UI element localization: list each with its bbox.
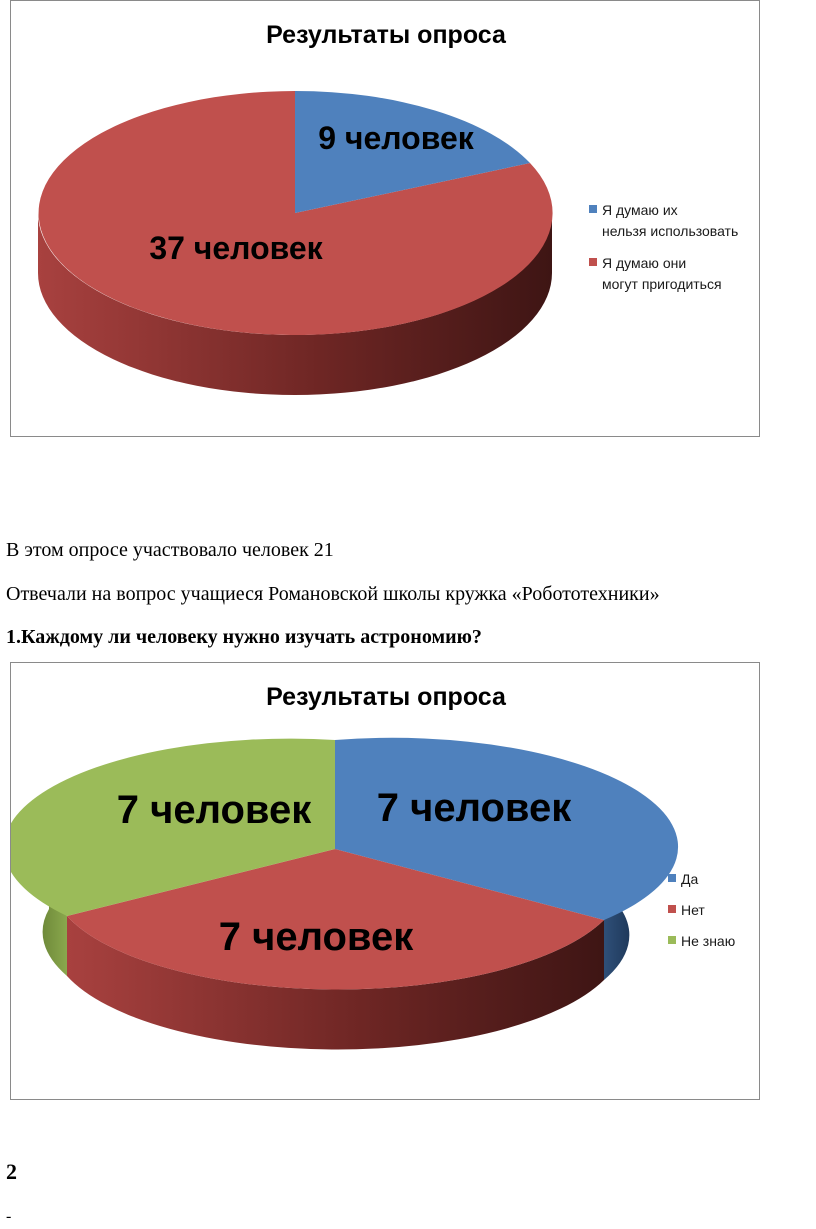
legend-swatch-red: [668, 905, 676, 913]
chart-2-data-label: 7 человек: [377, 786, 572, 830]
legend-swatch-blue: [668, 874, 676, 882]
legend-line: могут пригодиться: [602, 276, 722, 292]
legend-line: нельзя использовать: [602, 223, 738, 239]
chart-2-slice-top-blue: [335, 737, 679, 920]
chart-2-legend-label: Нет: [681, 902, 705, 918]
chart-1-data-label: 9 человек: [318, 120, 475, 156]
participants-text: В этом опросе участвовало человек 21: [6, 539, 334, 561]
legend-line: Я думаю они: [602, 255, 686, 271]
chart-2-slice-side-red: [67, 916, 604, 1050]
chart-1-legend-label: Я думаю их нельзя использовать: [602, 202, 738, 239]
chart-2-legend-label: Да: [681, 871, 698, 887]
page-number: 2: [6, 1159, 17, 1184]
pie-chart-2-svg: Результаты опроса 7 человек 7 человек 7 …: [11, 683, 735, 1050]
legend-line: Я думаю их: [602, 202, 678, 218]
chart-1-title: Результаты опроса: [266, 21, 507, 49]
legend-swatch-red: [589, 258, 597, 266]
chart-1-slice-side-red: [38, 213, 552, 395]
question-heading: 1.Каждому ли человеку нужно изучать астр…: [6, 626, 482, 648]
pie-chart-2: Результаты опроса 7 человек 7 человек 7 …: [10, 662, 760, 1100]
chart-1-slice-top-blue: [295, 90, 530, 213]
chart-2-slice-top-green: [11, 738, 335, 916]
pie-chart-1-svg: Результаты опроса 9 человек 37 человек Я…: [38, 21, 738, 395]
chart-2-slice-top-red: [67, 849, 604, 990]
chart-2-data-label: 7 человек: [117, 788, 312, 832]
legend-swatch-green: [668, 936, 676, 944]
chart-1-slice-top-red: [38, 91, 553, 335]
chart-2-legend-label: Не знаю: [681, 933, 735, 949]
respondents-text: Отвечали на вопрос учащиеся Романовской …: [6, 583, 660, 605]
chart-2-title: Результаты опроса: [266, 683, 507, 711]
trailing-mark: -: [6, 1208, 12, 1225]
chart-1-legend-label: Я думаю они могут пригодиться: [602, 255, 722, 292]
chart-1-data-label: 37 человек: [149, 230, 323, 266]
legend-swatch-blue: [589, 205, 597, 213]
pie-chart-1: Результаты опроса 9 человек 37 человек Я…: [10, 0, 760, 437]
chart-2-data-label: 7 человек: [219, 915, 414, 959]
